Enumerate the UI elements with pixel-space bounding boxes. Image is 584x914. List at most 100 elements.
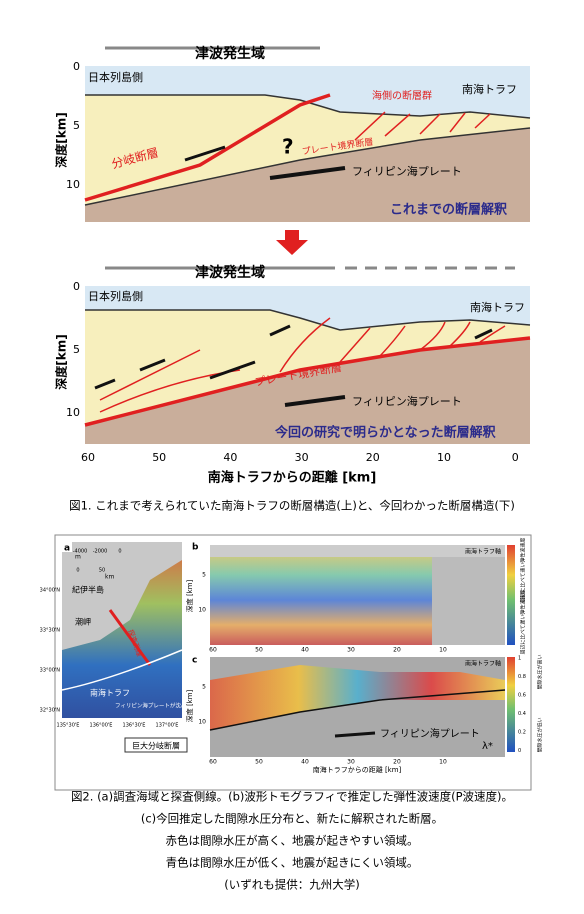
distance-scale: 0: [76, 568, 79, 574]
colorbar-high: 間隙水圧が高い: [537, 654, 544, 689]
trough-axis: 南海トラフ軸: [465, 548, 501, 556]
depth-tick: 10: [198, 607, 206, 614]
x-tick: 60: [81, 451, 95, 464]
seafloor: [85, 309, 531, 331]
colorbar: [507, 545, 515, 645]
depth-tick: 5: [73, 119, 80, 132]
caption: 図1. これまで考えられていた南海トラフの断層構造(上)と、今回わかった断層構造…: [69, 499, 515, 513]
plate-boundary-fault: [84, 336, 531, 427]
depth-label: 深度 [km]: [185, 579, 194, 612]
pore-pressure: [210, 665, 505, 730]
colorbar-tick: 0: [518, 748, 521, 754]
colorbar-low: 周辺に比べて遅い弾性波速度: [520, 590, 527, 655]
land: [62, 542, 182, 650]
x-tick: 40: [301, 759, 309, 766]
lon-tick: 136°30'E: [123, 723, 146, 729]
depth-tick: 0: [73, 60, 80, 73]
tomography: [210, 545, 432, 645]
letter-box: [62, 542, 72, 552]
fault-group-label: 海側の断層群: [372, 89, 432, 102]
water: [210, 545, 505, 557]
depth-scale: 0: [118, 549, 121, 555]
x-tick: 20: [393, 647, 401, 654]
caption-line: 図2. (a)調査海域と探査側線。(b)波形トモグラフィで推定した弾性波速度(P…: [71, 790, 513, 804]
plate-label: フィリピン海プレート: [352, 164, 462, 178]
side-label: 日本列島側: [88, 70, 143, 84]
plate-arrow: [334, 731, 376, 738]
trough: 南海トラフ: [90, 688, 130, 698]
side-label: 日本列島側: [88, 289, 143, 303]
trough-line: [61, 649, 183, 691]
plate-top: [84, 127, 531, 206]
x-label: 南海トラフからの距離 [km]: [313, 765, 402, 774]
colorbar-tick: 0.2: [518, 730, 526, 736]
plate-arrow: [284, 395, 346, 407]
caption-line: (c)今回推定した間隙水圧分布と、新たに解釈された断層。: [141, 812, 443, 826]
colorbar-tick: 0.4: [518, 711, 526, 717]
fault-group: [354, 111, 491, 141]
panel-caption: これまでの断層解釈: [390, 202, 508, 218]
x-tick: 40: [223, 451, 237, 464]
down-arrow: [276, 230, 308, 255]
x-tick: 40: [301, 647, 309, 654]
x-tick: 20: [366, 451, 380, 464]
x-tick: 0: [512, 451, 519, 464]
lon-tick: 136°00'E: [90, 723, 113, 729]
x-tick: 10: [437, 451, 451, 464]
slip-arrows: [94, 324, 493, 390]
survey-line: [108, 609, 152, 666]
colorbar-tick: 1: [518, 656, 521, 662]
cape: 潮岬: [75, 617, 91, 627]
peninsula: 紀伊半島: [72, 585, 104, 595]
panel-c: c 深度 [km] 南海トラフ軸 フィリピン海プレート 巨大分岐断層 λ* 間隙…: [124, 654, 544, 774]
x-tick: 10: [439, 647, 447, 654]
lat-tick: 33°30'N: [40, 628, 61, 634]
depth-label: 深度 [km]: [185, 689, 194, 722]
panel-a: a 紀伊半島 潮岬 南海トラフ 探査測線 フィリピン海プレートが沈み込む方向 m…: [61, 542, 208, 718]
figure1-bottom: 津波発生域 日本列島側 南海トラフ プレート境界断層 フィリピン海プレート 今回…: [54, 264, 531, 444]
depth-unit: m: [75, 554, 81, 561]
lon-tick: 135°30'E: [57, 723, 80, 729]
trough-label: 南海トラフ: [462, 82, 517, 96]
colorbar-low: 間隙水圧が低い: [537, 717, 544, 752]
x-label: 南海トラフからの距離 [km]: [208, 470, 377, 486]
zone-label: 津波発生域: [195, 45, 265, 62]
colorbar-high: 周辺に比べて速い弾性波速度: [520, 538, 527, 603]
seafloor: [85, 94, 531, 119]
colorbar-tick: 0.8: [518, 674, 526, 680]
x-tick: 50: [152, 451, 166, 464]
panel-caption: 今回の研究で明らかとなった断層解釈: [274, 425, 497, 441]
panel-b: b 深度 [km] 南海トラフ軸 周辺に比べて速い弾性波速度 周辺に比べて遅い弾…: [185, 538, 527, 655]
branch-fault: [84, 93, 331, 202]
slip-arrow: [184, 145, 226, 162]
x-tick: 10: [439, 759, 447, 766]
question-mark: ?: [282, 135, 294, 159]
colorbar-tick: 0.6: [518, 693, 526, 699]
x-tick: 30: [347, 647, 355, 654]
trough-label: 南海トラフ: [470, 300, 525, 314]
depth-label: 深度[km]: [54, 112, 69, 167]
distance-unit: km: [105, 574, 114, 581]
depth-tick: 5: [73, 343, 80, 356]
letter: c: [192, 656, 197, 666]
plate-label: フィリピン海プレート: [380, 727, 480, 740]
depth-tick: 0: [73, 280, 80, 293]
caption-line: (いずれも提供：九州大学): [224, 878, 359, 892]
trough-axis: 南海トラフ軸: [465, 660, 501, 668]
depth-scale: -4000: [73, 549, 88, 555]
x-tick: 50: [255, 759, 263, 766]
lat-tick: 32°30'N: [40, 708, 61, 714]
plate-direction: フィリピン海プレートが沈み込む方向: [115, 702, 208, 710]
lambda: λ*: [482, 741, 493, 752]
distance-scale: 50: [99, 568, 105, 574]
caption-line: 赤色は間隙水圧が高く、地震が起きやすい領域。: [166, 834, 419, 848]
sediment: [85, 95, 530, 205]
letter: b: [192, 543, 199, 553]
x-tick: 20: [393, 759, 401, 766]
depth-tick: 10: [66, 178, 80, 191]
depth-tick: 5: [202, 684, 206, 691]
colorbar: [507, 657, 515, 752]
plate-label: フィリピン海プレート: [352, 394, 462, 408]
